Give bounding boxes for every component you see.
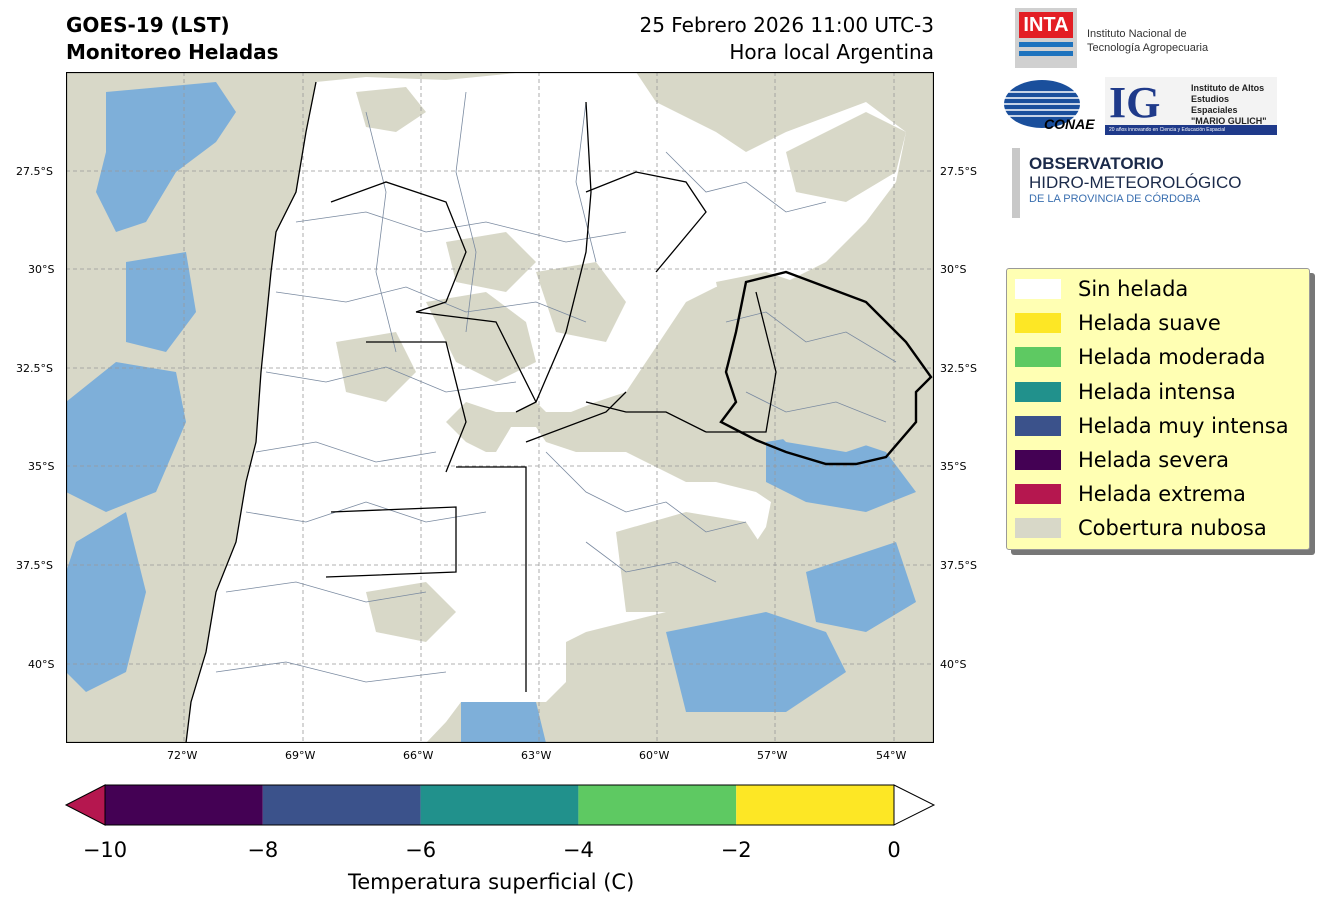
legend-label: Cobertura nubosa <box>1078 516 1267 541</box>
legend-item: Helada extrema <box>1015 479 1246 509</box>
colorbar-over-extension <box>893 784 936 826</box>
lat-label-left: 30°S <box>28 263 55 276</box>
legend-label: Helada suave <box>1078 311 1221 336</box>
legend-item: Helada severa <box>1015 445 1229 475</box>
colorbar-tick-label: −4 <box>562 838 594 862</box>
lon-label: 57°W <box>757 749 788 762</box>
map-border <box>65 71 935 744</box>
lon-label: 72°W <box>167 749 198 762</box>
colorbar-tick-label: 0 <box>887 838 901 862</box>
colorbar-tick-label: −2 <box>720 838 752 862</box>
legend-label: Sin helada <box>1078 277 1189 301</box>
lon-label: 69°W <box>285 749 316 762</box>
legend-item: Helada intensa <box>1015 377 1236 407</box>
lat-label-right: 40°S <box>940 658 967 671</box>
legend-item: Sin helada <box>1015 274 1188 304</box>
legend-swatch <box>1015 415 1061 436</box>
legend-swatch <box>1015 484 1061 505</box>
legend-swatch <box>1015 518 1061 539</box>
lat-label-left: 32.5°S <box>16 362 53 375</box>
colorbar-label: Temperatura superficial (C) <box>348 870 635 894</box>
conae-mark: CONAE <box>1044 116 1095 132</box>
title-line-1: GOES-19 (LST) <box>66 13 230 37</box>
lat-label-right: 32.5°S <box>940 362 977 375</box>
local-time-line: Hora local Argentina <box>729 40 934 64</box>
colorbar-tick-label: −6 <box>405 838 437 862</box>
map-title: GOES-19 (LST) Monitoreo Heladas <box>66 12 279 66</box>
colorbar-ticks: −10 −8 −6 −4 −2 0 <box>0 838 1000 866</box>
ig-name-line: "MARIO GULICH" <box>1191 116 1267 126</box>
map-svg <box>65 71 935 744</box>
date-line: 25 Febrero 2026 11:00 UTC-3 <box>639 13 934 37</box>
conae-globe-icon <box>1004 80 1080 128</box>
observatorio-bar <box>1012 148 1020 218</box>
colorbar-svg <box>64 784 936 826</box>
lon-label: 54°W <box>876 749 907 762</box>
legend-item: Helada suave <box>1015 308 1221 338</box>
lat-label-left: 27.5°S <box>16 165 53 178</box>
inta-name-line: Instituto Nacional de <box>1087 28 1187 40</box>
lat-label-right: 30°S <box>940 263 967 276</box>
legend-label: Helada extrema <box>1078 482 1246 507</box>
province-boundaries <box>185 81 777 744</box>
lat-label-right: 27.5°S <box>940 165 977 178</box>
legend-item: Cobertura nubosa <box>1015 513 1267 543</box>
colorbar-segment <box>578 785 737 825</box>
inta-stripe <box>1019 51 1073 56</box>
obs-line-1: OBSERVATORIO <box>1029 154 1164 173</box>
obs-line-2: HIDRO-METEOROLÓGICO <box>1029 173 1242 192</box>
conae-logo: CONAE <box>1004 78 1095 134</box>
lon-label: 66°W <box>403 749 434 762</box>
ig-name-line: Estudios Espaciales <box>1191 94 1238 115</box>
land-clouds <box>336 87 926 642</box>
lat-label-right: 37.5°S <box>940 559 977 572</box>
graticule <box>66 72 934 743</box>
date-block: 25 Febrero 2026 11:00 UTC-3 Hora local A… <box>560 12 934 66</box>
legend-item: Helada muy intensa <box>1015 411 1289 441</box>
legend-swatch <box>1015 279 1061 299</box>
legend-swatch <box>1015 347 1061 368</box>
inta-mark: INTA <box>1019 12 1073 38</box>
legend-swatch <box>1015 450 1061 470</box>
ig-tagline: 20 años innovando en Ciencia y Educación… <box>1105 125 1277 135</box>
lat-label-right: 35°S <box>940 460 967 473</box>
colorbar-tick-label: −8 <box>247 838 279 862</box>
observatorio-logo: OBSERVATORIO HIDRO-METEOROLÓGICO DE LA P… <box>1029 154 1242 206</box>
legend-label: Helada muy intensa <box>1078 413 1289 438</box>
lat-label-left: 35°S <box>28 460 55 473</box>
colorbar-segment <box>105 785 263 825</box>
colorbar-frame <box>104 784 895 826</box>
lat-label-left: 40°S <box>28 658 55 671</box>
lat-label-left: 37.5°S <box>16 559 53 572</box>
legend-label: Helada moderada <box>1078 345 1266 370</box>
legend-label: Helada severa <box>1078 448 1229 472</box>
colorbar-tick-label: −10 <box>82 838 128 862</box>
lon-label: 60°W <box>639 749 670 762</box>
legend-swatch <box>1015 381 1061 402</box>
colorbar <box>64 784 936 826</box>
ig-name: Instituto de Altos Estudios Espaciales "… <box>1191 83 1277 127</box>
inta-stripe <box>1019 42 1073 47</box>
inta-name-line: Tecnología Agropecuaria <box>1087 42 1209 54</box>
colorbar-under-extension <box>64 784 106 826</box>
ig-name-line: Instituto de Altos <box>1191 83 1265 93</box>
inta-logo: INTA <box>1015 8 1077 68</box>
colorbar-segment <box>736 785 894 825</box>
title-line-2: Monitoreo Heladas <box>66 40 279 64</box>
legend-label: Helada intensa <box>1078 379 1236 404</box>
inta-name: Instituto Nacional de Tecnología Agropec… <box>1087 27 1208 55</box>
lon-label: 63°W <box>521 749 552 762</box>
ig-logo: IG Instituto de Altos Estudios Espaciale… <box>1105 77 1277 135</box>
colorbar-segment <box>420 785 579 825</box>
frost-map <box>65 71 935 744</box>
legend-swatch <box>1015 313 1061 334</box>
highlighted-province-outline <box>719 270 933 466</box>
blue-cloud-patches <box>66 82 916 743</box>
legend-item: Helada moderada <box>1015 342 1266 372</box>
legend: Sin helada Helada suave Helada moderada Hel… <box>1006 268 1310 550</box>
ig-mark: IG <box>1109 78 1161 127</box>
colorbar-segment <box>262 785 421 825</box>
obs-line-3: DE LA PROVINCIA DE CÓRDOBA <box>1029 193 1201 205</box>
